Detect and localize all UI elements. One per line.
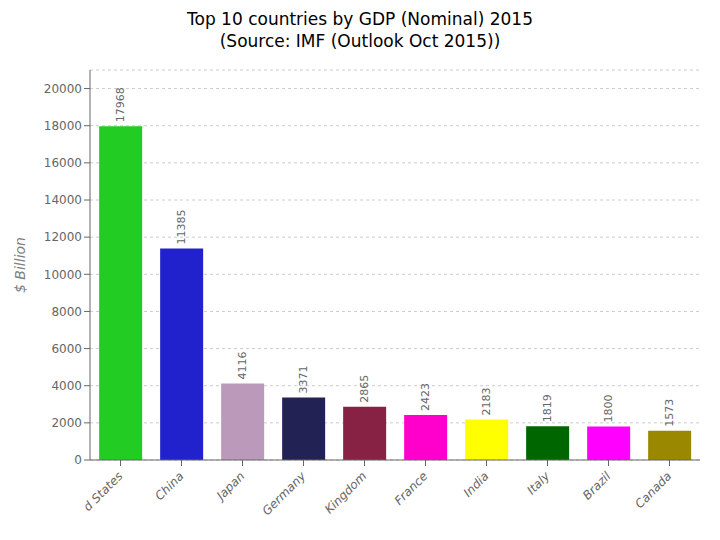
svg-text:1819: 1819 <box>541 394 554 422</box>
svg-text:2183: 2183 <box>480 387 493 415</box>
svg-text:3371: 3371 <box>297 365 310 393</box>
svg-text:Canada: Canada <box>632 469 674 511</box>
svg-text:20000: 20000 <box>44 82 82 96</box>
svg-text:4116: 4116 <box>236 352 249 380</box>
svg-text:2000: 2000 <box>51 416 82 430</box>
svg-text:17968: 17968 <box>114 87 127 122</box>
svg-text:11385: 11385 <box>175 210 188 245</box>
svg-text:4000: 4000 <box>51 379 82 393</box>
svg-text:18000: 18000 <box>44 119 82 133</box>
svg-text:France: France <box>392 469 431 508</box>
svg-text:10000: 10000 <box>44 268 82 282</box>
svg-text:16000: 16000 <box>44 156 82 170</box>
svg-text:Italy: Italy <box>524 468 553 497</box>
svg-text:8000: 8000 <box>51 305 82 319</box>
svg-text:China: China <box>152 469 186 503</box>
svg-text:Brazil: Brazil <box>580 469 614 503</box>
svg-text:2865: 2865 <box>358 375 371 403</box>
svg-text:1800: 1800 <box>602 395 615 423</box>
svg-text:2423: 2423 <box>419 383 432 411</box>
html-text:(Source: IMF (Outlook Oct 2015: (Source: IMF (Outlook Oct 2015)) <box>219 31 501 51</box>
html-text:Top 10 countries by GDP (Nomin: Top 10 countries by GDP (Nominal) 2015 <box>187 9 533 29</box>
svg-text:India: India <box>461 469 492 500</box>
svg-text:1573: 1573 <box>663 399 676 427</box>
svg-text:Kingdom: Kingdom <box>322 469 369 516</box>
svg-text:12000: 12000 <box>44 230 82 244</box>
svg-text:d States: d States <box>81 469 126 514</box>
svg-text:0: 0 <box>74 453 82 467</box>
svg-text:14000: 14000 <box>44 193 82 207</box>
svg-text:Japan: Japan <box>212 469 247 504</box>
svg-text:6000: 6000 <box>51 342 82 356</box>
svg-text:$ Billion: $ Billion <box>12 237 28 293</box>
svg-text:Germany: Germany <box>259 468 309 518</box>
